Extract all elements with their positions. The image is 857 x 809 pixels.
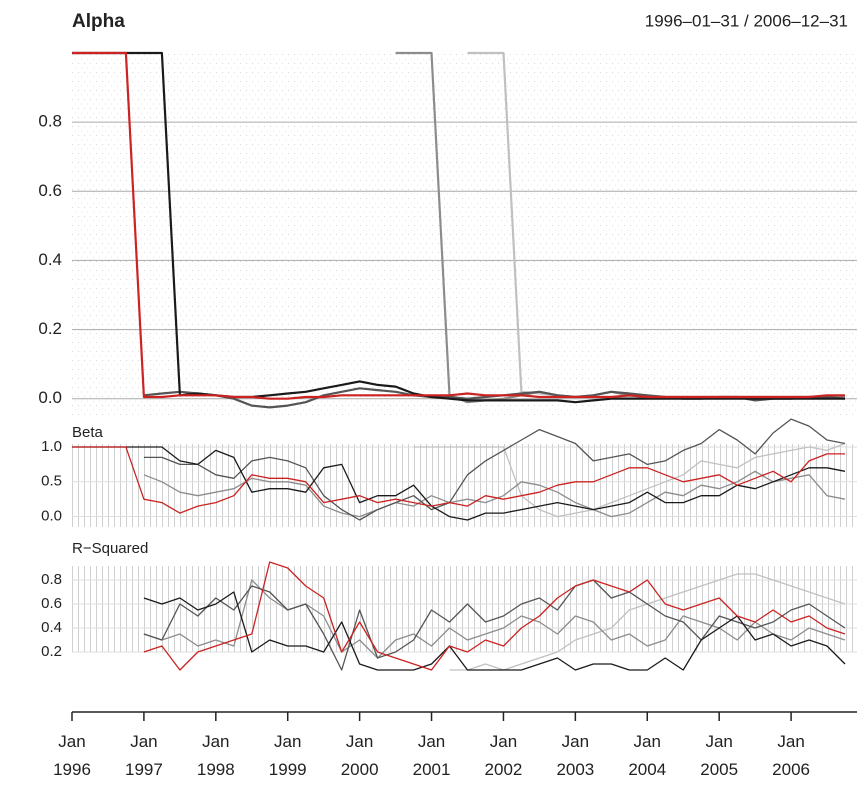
y-tick-label: 0.6: [41, 595, 62, 612]
date-range: 1996–01–31 / 2006–12–31: [645, 11, 848, 30]
chart-title: Alpha: [72, 11, 125, 32]
y-tick-label: 0.8: [38, 112, 62, 131]
grid-pattern: [72, 566, 857, 652]
y-tick-label: 1.0: [41, 438, 62, 455]
x-tick-label: Jan 1999: [269, 732, 307, 779]
x-tick-label: Jan 2001: [413, 732, 451, 779]
y-tick-label: 0.0: [38, 388, 62, 407]
series-line: [72, 51, 845, 404]
series-line: [72, 446, 845, 514]
y-tick-label: 0.0: [41, 508, 62, 525]
series-line: [143, 591, 846, 671]
x-tick-label: Jan 2002: [485, 732, 523, 779]
y-tick-label: 0.4: [38, 250, 62, 269]
x-tick-label: Jan 2000: [341, 732, 379, 779]
y-tick-label: 0.2: [38, 319, 62, 338]
x-tick-label: Jan 2004: [628, 732, 666, 779]
series-line: [72, 51, 845, 400]
x-tick-label: Jan 2005: [700, 732, 738, 779]
panel-title: R−Squared: [72, 540, 148, 557]
y-tick-label: 0.8: [41, 571, 62, 588]
x-tick-label: Jan 1998: [197, 732, 235, 779]
y-tick-label: 0.6: [38, 181, 62, 200]
series-line: [413, 442, 846, 518]
x-tick-label: Jan 2003: [556, 732, 594, 779]
y-tick-label: 0.5: [41, 473, 62, 490]
series-line: [143, 561, 846, 671]
y-tick-label: 0.4: [41, 619, 62, 636]
series-line: [143, 579, 846, 671]
y-tick-label: 0.2: [41, 643, 62, 660]
x-tick-label: Jan 1996: [53, 732, 91, 779]
series-line: [72, 446, 846, 521]
series-line: [143, 418, 846, 521]
panel-title: Beta: [72, 424, 104, 441]
x-tick-label: Jan 2006: [772, 732, 810, 779]
x-tick-label: Jan 1997: [125, 732, 163, 779]
grid-pattern: [72, 53, 857, 416]
series-line: [143, 470, 846, 518]
